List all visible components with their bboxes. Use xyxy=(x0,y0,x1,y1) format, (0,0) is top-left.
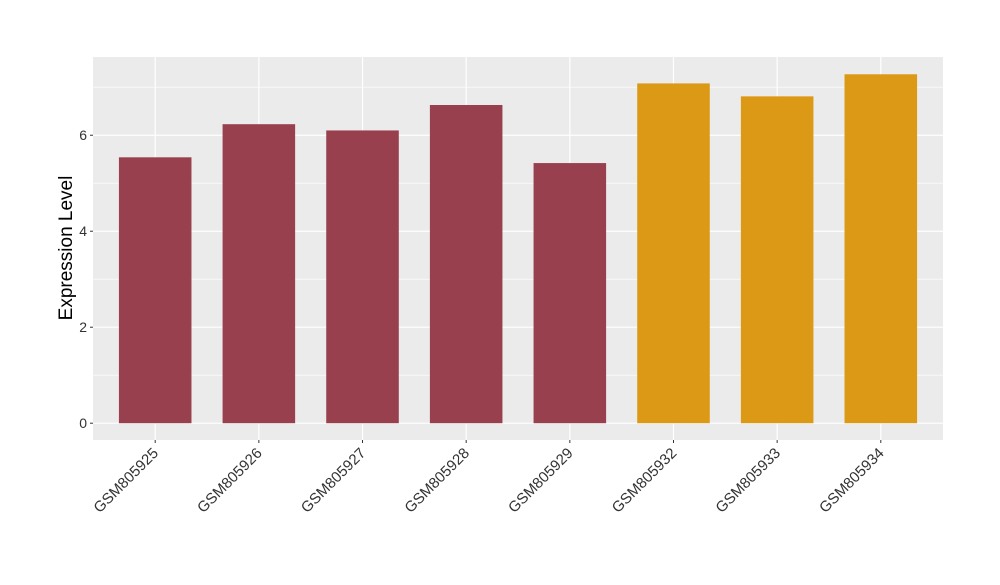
y-tick-label: 0 xyxy=(79,415,87,431)
bar xyxy=(533,163,607,424)
panel xyxy=(93,57,943,440)
bar xyxy=(429,104,503,424)
y-tick-label: 2 xyxy=(79,319,87,335)
x-tick-label: GSM805934 xyxy=(816,445,888,517)
y-axis-title: Expression Level xyxy=(56,176,77,321)
x-tick-label: GSM805927 xyxy=(298,445,370,517)
x-tick-label: GSM805932 xyxy=(609,445,681,517)
bar xyxy=(118,157,192,424)
bar xyxy=(844,74,918,424)
y-tick-label: 4 xyxy=(79,223,87,239)
x-tick-label: GSM805929 xyxy=(505,445,577,517)
y-tick-label: 6 xyxy=(79,127,87,143)
x-tick-label: GSM805928 xyxy=(401,445,473,517)
bar xyxy=(740,96,814,424)
bar xyxy=(326,130,399,424)
x-tick-label: GSM805926 xyxy=(194,445,266,517)
x-tick-label: GSM805925 xyxy=(90,445,162,517)
x-tick-label: GSM805933 xyxy=(712,445,784,517)
bar xyxy=(637,83,710,424)
bar xyxy=(222,124,296,424)
